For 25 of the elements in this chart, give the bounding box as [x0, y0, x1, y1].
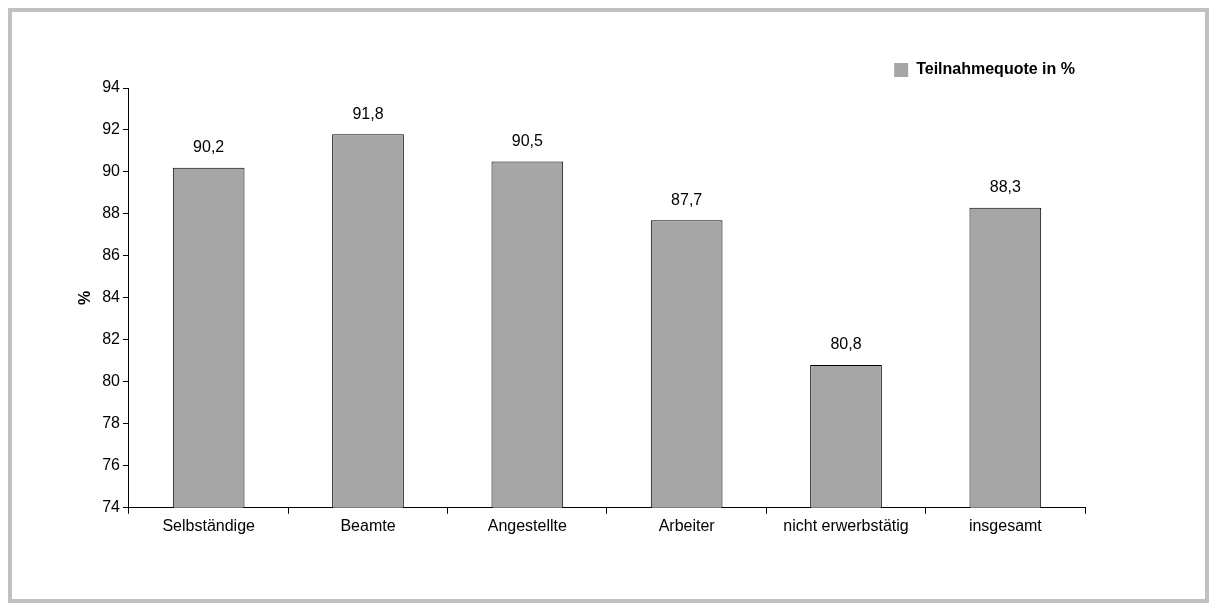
y-tick-label: 78	[102, 414, 121, 432]
y-axis-title: %	[76, 290, 94, 306]
y-tick-label: 74	[102, 498, 121, 516]
y-tick-label: 88	[102, 204, 121, 222]
data-label: 88,3	[989, 178, 1021, 196]
legend-label: Teilnahmequote in %	[916, 60, 1075, 78]
data-label: 91,8	[352, 104, 384, 122]
x-tick-label: nicht erwerbstätig	[783, 516, 909, 534]
y-tick-label: 82	[102, 330, 121, 348]
x-tick-label: Beamte	[340, 516, 396, 534]
y-tick-label: 90	[102, 162, 121, 180]
y-tick-label: 92	[102, 120, 121, 138]
data-label: 80,8	[830, 335, 862, 353]
x-tick-label: Selbständige	[162, 516, 256, 534]
data-label: 87,7	[671, 190, 703, 208]
y-tick-label: 86	[102, 246, 121, 264]
y-tick-label: 94	[102, 78, 121, 96]
y-tick-label: 76	[102, 456, 121, 474]
data-label: 90,2	[193, 138, 225, 156]
data-label: 90,5	[511, 131, 543, 149]
y-tick-label: 84	[102, 288, 121, 306]
x-tick-label: Angestellte	[487, 516, 568, 534]
x-tick-label: insgesamt	[968, 516, 1043, 534]
y-tick-label: 80	[102, 372, 121, 390]
x-tick-label: Arbeiter	[658, 516, 716, 534]
